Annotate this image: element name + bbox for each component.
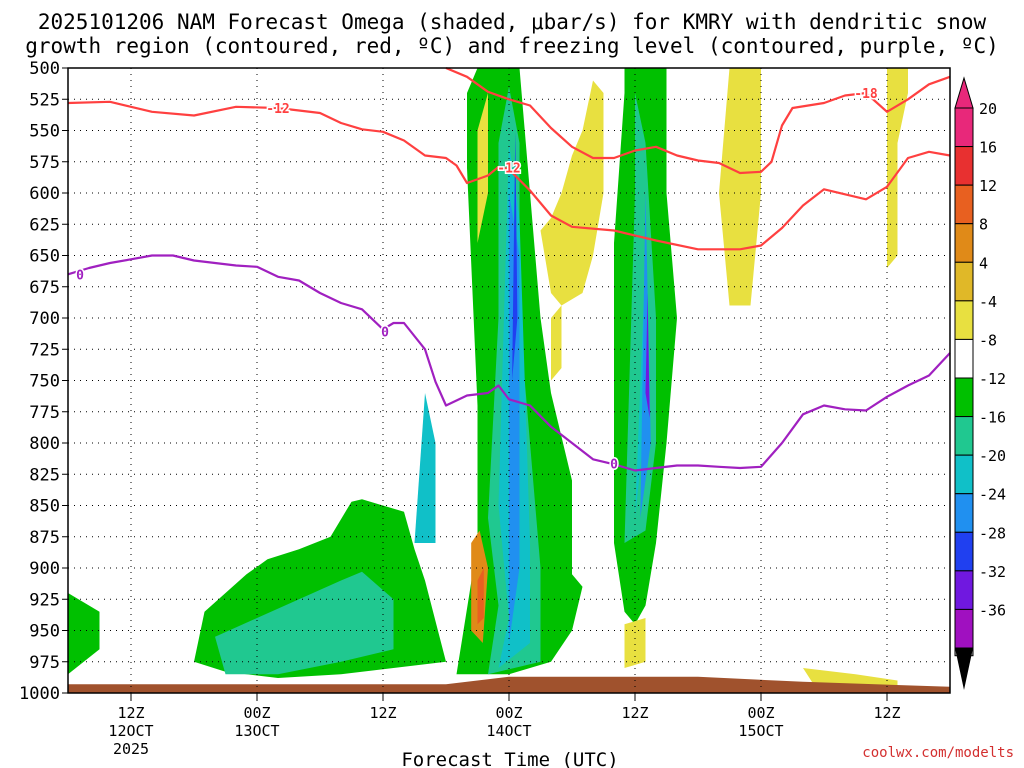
contour-line-1 (445, 66, 951, 175)
colorbar-label: 4 (979, 254, 988, 272)
contour-line-2 (67, 254, 951, 472)
x-tick-label: 15OCT (738, 722, 783, 740)
contour-label-minus18: -18 (854, 87, 878, 102)
colorbar-swatch (954, 261, 974, 302)
y-tick-label: 500 (29, 59, 60, 79)
x-tick-label: 00Z (243, 704, 270, 722)
colorbar-swatch (954, 377, 974, 418)
contour-label-zero-a: 0 (76, 268, 84, 283)
omega-region-14 (414, 393, 436, 543)
x-tick-label: 2025 (113, 740, 149, 758)
contour-label-minus12-b: -12 (497, 161, 520, 176)
omega-region-18 (640, 193, 651, 518)
y-tick-label: 550 (29, 122, 60, 142)
colorbar-label: -28 (979, 524, 1006, 542)
omega-region-4 (477, 93, 488, 243)
colorbar-label: -32 (979, 563, 1006, 581)
omega-region-16 (635, 255, 646, 518)
colorbar-label: -24 (979, 486, 1006, 504)
x-axis-label: Forecast Time (UTC) (401, 749, 618, 768)
colorbar-label: 16 (979, 139, 997, 157)
y-tick-label: 525 (29, 90, 60, 110)
colorbar-label: -16 (979, 409, 1006, 427)
y-tick-label: 625 (29, 215, 60, 235)
y-axis: 500 525 550 575 600 625 650 675 700 725 750 775 800 8… (19, 59, 68, 704)
ground-surface (68, 676, 950, 693)
omega-region-8 (719, 68, 761, 306)
colorbar-label: -12 (979, 370, 1006, 388)
contour-label-zero-c: 0 (610, 457, 618, 472)
grid (68, 68, 950, 693)
omega-region-20 (645, 293, 650, 418)
colorbar-label: -20 (979, 447, 1006, 465)
y-tick-label: 925 (29, 590, 60, 610)
colorbar-swatch (954, 454, 974, 495)
y-tick-label: 850 (29, 497, 60, 517)
ground-layer (68, 676, 950, 693)
contour-label-zero-b: 0 (381, 325, 389, 340)
omega-region-10 (803, 668, 898, 687)
y-tick-label: 1000 (19, 684, 60, 704)
x-tick-label: 00Z (495, 704, 522, 722)
y-tick-label: 575 (29, 153, 60, 173)
omega-region-19 (512, 130, 518, 381)
chart-title-line2: growth region (contoured, red, ºC) and f… (25, 34, 999, 58)
contour-label-minus12-a: -12 (266, 102, 289, 117)
omega-shading (68, 68, 908, 687)
colorbar-label: 12 (979, 177, 997, 195)
y-tick-label: 800 (29, 434, 60, 454)
x-tick-label: 12Z (117, 704, 144, 722)
contour-line-0 (67, 100, 951, 251)
colorbar-swatch (954, 338, 974, 379)
colorbar-swatch (954, 608, 974, 649)
colorbar-swatch (954, 570, 974, 610)
omega-region-22 (477, 568, 484, 625)
colorbar-swatch (954, 107, 974, 148)
colorbar-label: 8 (979, 216, 988, 234)
colorbar: 20 16 12 8 4 -4 -8 -12 -16 -20 -24 -28 -32 -36 (954, 76, 1006, 690)
y-tick-label: 725 (29, 340, 60, 360)
omega-region-11 (215, 571, 394, 675)
colorbar-label: -4 (979, 293, 997, 311)
x-tick-label: 12OCT (108, 722, 153, 740)
y-tick-label: 875 (29, 528, 60, 548)
x-tick-label: 00Z (747, 704, 774, 722)
colorbar-top-arrow (954, 76, 974, 109)
y-tick-label: 950 (29, 622, 60, 642)
y-tick-label: 600 (29, 184, 60, 204)
y-tick-label: 650 (29, 247, 60, 267)
colorbar-swatch (954, 531, 974, 572)
colorbar-swatch (954, 146, 974, 186)
colorbar-label: 20 (979, 100, 997, 118)
colorbar-bottom-arrow (955, 648, 973, 690)
y-tick-label: 975 (29, 653, 60, 673)
chart-title-line1: 2025101206 NAM Forecast Omega (shaded, μ… (37, 10, 987, 34)
x-tick-label: 14OCT (486, 722, 531, 740)
y-tick-label: 675 (29, 278, 60, 298)
omega-region-0 (68, 593, 100, 675)
colorbar-swatch (954, 184, 974, 225)
colorbar-label: -36 (979, 601, 1006, 619)
x-tick-label: 12Z (369, 704, 396, 722)
colorbar-swatch (954, 416, 974, 456)
colorbar-swatch (954, 493, 974, 533)
y-tick-label: 900 (29, 559, 60, 579)
contour-lines: -12 -12 -18 0 0 0 (67, 66, 951, 474)
y-tick-label: 775 (29, 403, 60, 423)
y-tick-label: 750 (29, 372, 60, 392)
x-tick-label: 12Z (621, 704, 648, 722)
omega-region-7 (624, 618, 646, 668)
credit-text: coolwx.com/modelts (862, 745, 1014, 761)
y-tick-label: 700 (29, 309, 60, 329)
colorbar-label: -8 (979, 331, 997, 349)
x-tick-label: 13OCT (234, 722, 279, 740)
omega-region-9 (887, 68, 908, 268)
colorbar-swatch (954, 223, 974, 263)
colorbar-swatch (954, 300, 974, 340)
omega-region-6 (551, 305, 562, 381)
x-tick-label: 12Z (873, 704, 900, 722)
y-tick-label: 825 (29, 465, 60, 485)
